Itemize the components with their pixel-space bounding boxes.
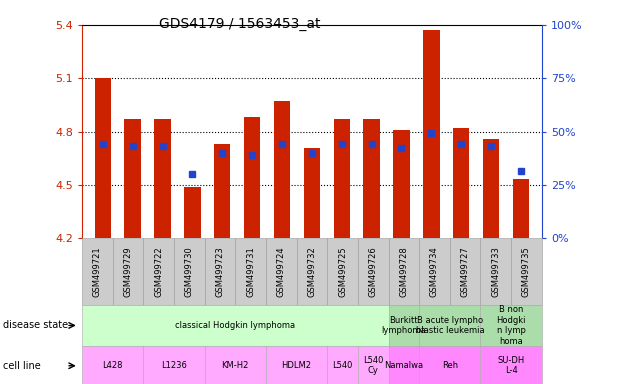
Text: HDLM2: HDLM2: [282, 361, 311, 370]
Text: GSM499726: GSM499726: [369, 246, 377, 297]
Bar: [483, 139, 499, 238]
Text: B non
Hodgki
n lymp
homa: B non Hodgki n lymp homa: [496, 305, 526, 346]
Text: GSM499734: GSM499734: [430, 246, 439, 297]
Bar: [364, 119, 380, 238]
Text: GSM499722: GSM499722: [154, 247, 163, 297]
Bar: [184, 187, 200, 238]
Text: B acute lympho
blastic leukemia: B acute lympho blastic leukemia: [416, 316, 484, 335]
Bar: [244, 118, 260, 238]
Text: GSM499724: GSM499724: [277, 247, 285, 297]
Text: GSM499730: GSM499730: [185, 246, 193, 297]
Text: GSM499727: GSM499727: [461, 246, 469, 297]
Bar: [453, 128, 469, 238]
Text: GSM499735: GSM499735: [522, 246, 531, 297]
Text: SU-DH
L-4: SU-DH L-4: [498, 356, 525, 376]
Text: L428: L428: [102, 361, 123, 370]
Text: GSM499723: GSM499723: [215, 246, 224, 297]
Text: KM-H2: KM-H2: [222, 361, 249, 370]
Text: GSM499732: GSM499732: [307, 246, 316, 297]
Text: Namalwa: Namalwa: [384, 361, 423, 370]
Bar: [423, 30, 440, 238]
Text: GSM499725: GSM499725: [338, 247, 347, 297]
Text: GDS4179 / 1563453_at: GDS4179 / 1563453_at: [159, 17, 320, 31]
Bar: [333, 119, 350, 238]
Text: cell line: cell line: [3, 361, 41, 371]
Text: L540
Cy: L540 Cy: [363, 356, 384, 376]
Text: L540: L540: [332, 361, 353, 370]
Text: Reh: Reh: [442, 361, 458, 370]
Bar: [513, 179, 529, 238]
Bar: [214, 144, 231, 238]
Bar: [304, 147, 320, 238]
Text: GSM499731: GSM499731: [246, 246, 255, 297]
Text: disease state: disease state: [3, 320, 68, 331]
Text: classical Hodgkin lymphoma: classical Hodgkin lymphoma: [175, 321, 295, 330]
Text: L1236: L1236: [161, 361, 187, 370]
Bar: [154, 119, 171, 238]
Text: GSM499733: GSM499733: [491, 246, 500, 297]
Bar: [94, 78, 111, 238]
Bar: [393, 130, 410, 238]
Text: GSM499729: GSM499729: [123, 247, 132, 297]
Text: Burkitt
lymphoma: Burkitt lymphoma: [382, 316, 426, 335]
Text: GSM499728: GSM499728: [399, 246, 408, 297]
Bar: [274, 101, 290, 238]
Bar: [125, 119, 141, 238]
Text: GSM499721: GSM499721: [93, 247, 101, 297]
